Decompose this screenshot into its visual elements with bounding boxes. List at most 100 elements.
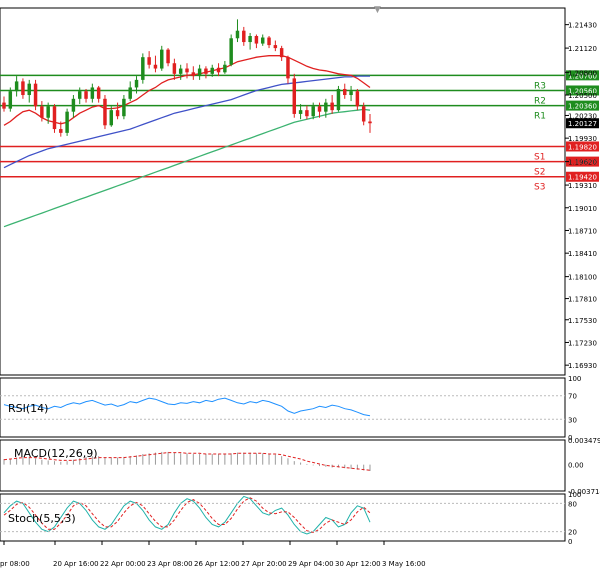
macd-panel: MACD(12,26,9) 0.003479 0.00 -0.003714: [0, 437, 600, 496]
candle-body: [153, 64, 158, 69]
time-label: 26 Apr 12:00: [194, 560, 240, 568]
macd-level-label: 0.00: [568, 462, 584, 470]
candle-body: [317, 106, 322, 112]
candle-body: [311, 106, 315, 117]
level-name-S1: S1: [534, 152, 545, 162]
candle-body: [166, 49, 170, 64]
level-tag-S3: [566, 171, 599, 182]
price-panel: 1.20760 R3 1.20560 R2 1.20360 R1 1.19820 S1 1.19…: [0, 5, 599, 376]
candle-body: [305, 110, 309, 117]
candle-body: [235, 30, 240, 39]
candle-body: [223, 64, 227, 73]
stoch-level-label: 100: [568, 491, 581, 499]
candle-body: [96, 87, 101, 99]
rsi-line: [3, 397, 371, 417]
candle-body: [90, 87, 95, 99]
level-price-R2: 1.20560: [568, 87, 597, 95]
price-label: 1.19010: [568, 205, 597, 213]
level-price-S1: 1.19820: [568, 143, 597, 151]
price-label: 1.16930: [568, 362, 597, 370]
candle-body: [8, 91, 13, 109]
price-label: 1.18710: [568, 227, 597, 235]
price-label: 1.20500: [568, 92, 597, 100]
level-tag-S1: [566, 141, 599, 152]
scroll-marker-icon[interactable]: ▼: [374, 5, 381, 15]
candle-body: [115, 110, 120, 117]
time-label: 22 Apr 00:00: [100, 560, 146, 568]
candle-body: [14, 81, 19, 92]
candle-body: [242, 30, 246, 43]
candle-body: [109, 110, 114, 126]
macd-title: MACD(12,26,9): [14, 447, 98, 460]
ma-blue-line: [3, 75, 370, 169]
candle-body: [65, 111, 69, 133]
stoch-level-label: 80: [568, 500, 577, 508]
price-label: 1.17810: [568, 296, 597, 304]
candle-body: [286, 57, 290, 79]
rsi-level-label: 0: [568, 434, 572, 442]
candle-body: [368, 121, 372, 124]
macd-level-label: 0.003479: [568, 437, 600, 445]
time-label: 20 Apr 16:00: [53, 560, 99, 568]
candle-body: [330, 102, 334, 111]
stoch-signal-line: [3, 497, 371, 534]
rsi-level-label: 30: [568, 416, 577, 424]
candle-body: [216, 67, 221, 73]
macd-signal-line: [3, 452, 371, 471]
candle-body: [172, 63, 177, 74]
candle-body: [260, 37, 265, 44]
stoch-title: Stoch(5,5,3): [8, 512, 76, 525]
price-label: 1.20230: [568, 112, 597, 120]
macd-level-label: -0.003714: [568, 488, 600, 496]
candle-body: [77, 91, 82, 99]
candle-body: [21, 81, 25, 96]
candle-body: [46, 106, 50, 118]
level-price-R1: 1.20360: [568, 103, 597, 111]
level-name-R1: R1: [534, 112, 546, 122]
level-name-R3: R3: [534, 81, 546, 91]
level-tag-R2: [566, 85, 599, 96]
candle-body: [71, 98, 76, 112]
candle-body: [2, 102, 6, 109]
price-label: 1.19310: [568, 182, 597, 190]
candle-body: [204, 68, 208, 74]
current-price-tag: [566, 118, 599, 129]
support-resistance-levels: 1.20760 R3 1.20560 R2 1.20360 R1 1.19820 S1 1.19…: [0, 70, 599, 193]
price-axis: 1.21430 1.21120 1.20800 1.20500 1.20230 1.199…: [565, 22, 597, 370]
price-label: 1.19620: [568, 159, 597, 167]
candle-body: [210, 67, 214, 74]
candle-body: [292, 78, 297, 114]
candle-body: [254, 35, 259, 44]
candle-body: [84, 91, 88, 99]
candle-body: [229, 38, 233, 65]
stoch-main-line: [3, 495, 371, 535]
level-price-R3: 1.20760: [568, 72, 597, 80]
candle-body: [336, 88, 341, 111]
rsi-level-label: 100: [568, 375, 581, 383]
candle-body: [147, 57, 151, 65]
candle-body: [267, 37, 271, 46]
candle-body: [103, 98, 107, 126]
time-label: pr 08:00: [0, 560, 30, 568]
candle-body: [128, 87, 132, 99]
level-name-R2: R2: [534, 96, 546, 106]
rsi-panel: RSI(14) 100 70 30 0: [0, 375, 581, 442]
candle-body: [40, 106, 44, 118]
time-axis: pr 08:00 20 Apr 16:00 22 Apr 00:00 23 Apr 0…: [0, 541, 426, 568]
candle-body: [178, 68, 183, 74]
candle-body: [349, 91, 353, 96]
candle-body: [134, 79, 139, 88]
candle-body: [122, 98, 126, 117]
price-label: 1.17230: [568, 339, 597, 347]
level-tag-R3: [566, 70, 599, 81]
time-label: 23 Apr 08:00: [147, 560, 193, 568]
candle-body: [52, 106, 57, 130]
candle-body: [298, 110, 303, 114]
rsi-title: RSI(14): [8, 402, 48, 415]
candle-body: [197, 68, 202, 77]
candle-body: [324, 102, 328, 112]
candlesticks: [2, 19, 372, 137]
time-label: 30 Apr 12:00: [335, 560, 381, 568]
